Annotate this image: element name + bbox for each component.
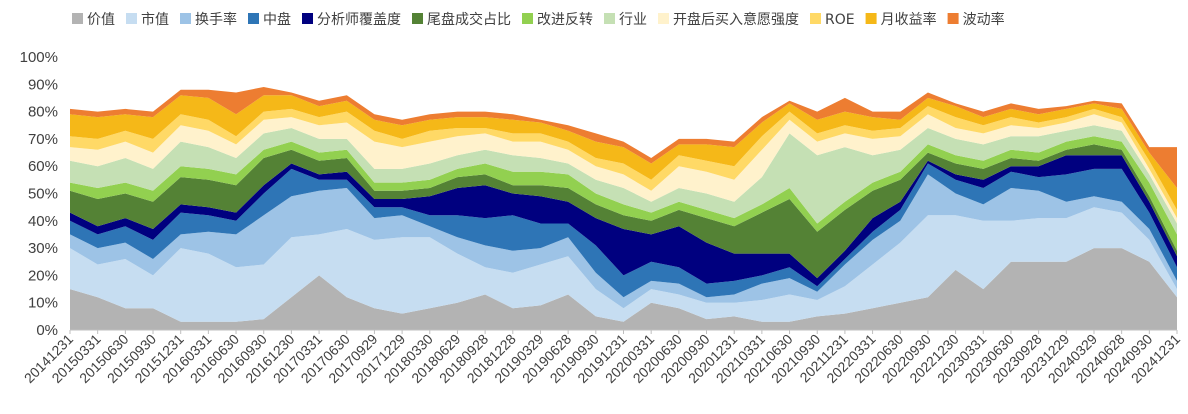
- legend-swatch-4: [302, 13, 313, 24]
- y-tick-label-9: 90%: [28, 76, 58, 93]
- area-series-3: [70, 163, 1177, 298]
- legend-swatch-9: [810, 13, 821, 24]
- legend-swatch-7: [604, 13, 615, 24]
- area-series-0: [70, 248, 1177, 330]
- area-series-8: [70, 114, 1177, 224]
- legend-label-6: 改进反转: [537, 12, 593, 28]
- y-tick-label-0: 0%: [36, 322, 58, 339]
- legend-swatch-1: [126, 13, 137, 24]
- area-series-6: [70, 136, 1177, 251]
- x-axis: 2014123120150331201506302015093020151231…: [21, 329, 1183, 386]
- legend-swatch-8: [658, 13, 669, 24]
- plot-area: [70, 87, 1177, 330]
- y-tick-label-4: 40%: [28, 213, 58, 230]
- legend-label-3: 中盘: [263, 11, 291, 28]
- y-tick-label-1: 10%: [28, 295, 58, 312]
- legend-label-2: 换手率: [195, 11, 237, 28]
- y-tick-label-7: 70%: [28, 131, 58, 148]
- legend-swatch-3: [248, 13, 259, 24]
- legend-swatch-5: [412, 13, 423, 24]
- area-series-4: [70, 155, 1177, 287]
- y-tick-label-2: 20%: [28, 267, 58, 284]
- legend-swatch-6: [522, 13, 533, 24]
- legend-label-1: 市值: [141, 11, 169, 28]
- y-axis: 0% 10% 20% 30% 40% 50% 60% 70% 80% 90% 100%: [20, 49, 58, 339]
- legend-label-9: ROE: [825, 12, 855, 28]
- legend-label-4: 分析师覆盖度: [317, 12, 401, 28]
- area-series-7: [70, 125, 1177, 235]
- y-tick-label-6: 60%: [28, 158, 58, 175]
- y-tick-label-3: 30%: [28, 240, 58, 257]
- y-tick-label-10: 100%: [20, 49, 58, 66]
- area-series-9: [70, 106, 1177, 219]
- legend-swatch-10: [865, 13, 877, 24]
- legend: 价值 市值 换手率 中盘 分析师覆盖度 尾盘成交占比 改进反转 行业 开盘后买入意愿强度 ROE 月…: [72, 11, 1005, 28]
- y-tick-label-8: 80%: [28, 104, 58, 121]
- area-series-11: [70, 87, 1177, 188]
- area-series-2: [70, 174, 1177, 309]
- legend-label-0: 价值: [87, 12, 115, 28]
- legend-label-8: 开盘后买入意愿强度: [673, 11, 799, 28]
- legend-swatch-2: [180, 13, 191, 24]
- area-series-1: [70, 207, 1177, 322]
- legend-label-5: 尾盘成交占比: [427, 11, 511, 28]
- legend-swatch-11: [947, 13, 959, 24]
- legend-swatch-0: [72, 13, 83, 24]
- legend-label-10: 月收益率: [881, 11, 937, 28]
- legend-label-7: 行业: [619, 12, 647, 28]
- area-series-10: [70, 95, 1177, 210]
- y-tick-label-5: 50%: [28, 186, 58, 203]
- legend-label-11: 波动率: [963, 11, 1005, 28]
